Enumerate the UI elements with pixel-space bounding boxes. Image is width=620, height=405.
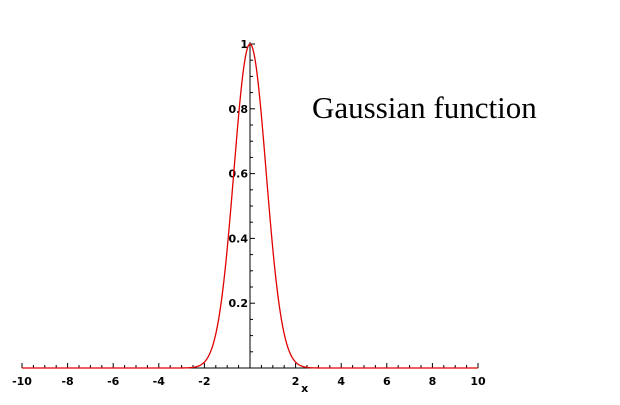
x-tick-label: -6 — [107, 375, 120, 388]
y-tick-label: 0.2 — [229, 297, 249, 310]
x-tick-label: -2 — [198, 375, 210, 388]
y-tick-label: 0.4 — [229, 232, 249, 245]
x-tick-label: 6 — [383, 375, 391, 388]
x-tick-label: -4 — [153, 375, 166, 388]
x-tick-label: 4 — [337, 375, 345, 388]
y-axis: 0.2 0.4 0.6 0.8 1 — [229, 38, 255, 368]
x-tick-label: 10 — [470, 375, 486, 388]
x-tick-label: 8 — [429, 375, 437, 388]
x-tick-label: -10 — [12, 375, 32, 388]
x-axis-label: x — [301, 382, 308, 395]
x-axis: -10 -8 -6 -4 -2 2 4 6 8 10 — [12, 363, 486, 388]
y-tick-label: 0.8 — [229, 103, 249, 116]
y-tick-label: 1 — [240, 38, 248, 51]
gaussian-curve — [22, 43, 478, 369]
y-tick-label: 0.6 — [229, 168, 249, 181]
x-tick-label: 2 — [292, 375, 300, 388]
chart-annotation: Gaussian function — [312, 90, 537, 125]
x-tick-label: -8 — [61, 375, 73, 388]
